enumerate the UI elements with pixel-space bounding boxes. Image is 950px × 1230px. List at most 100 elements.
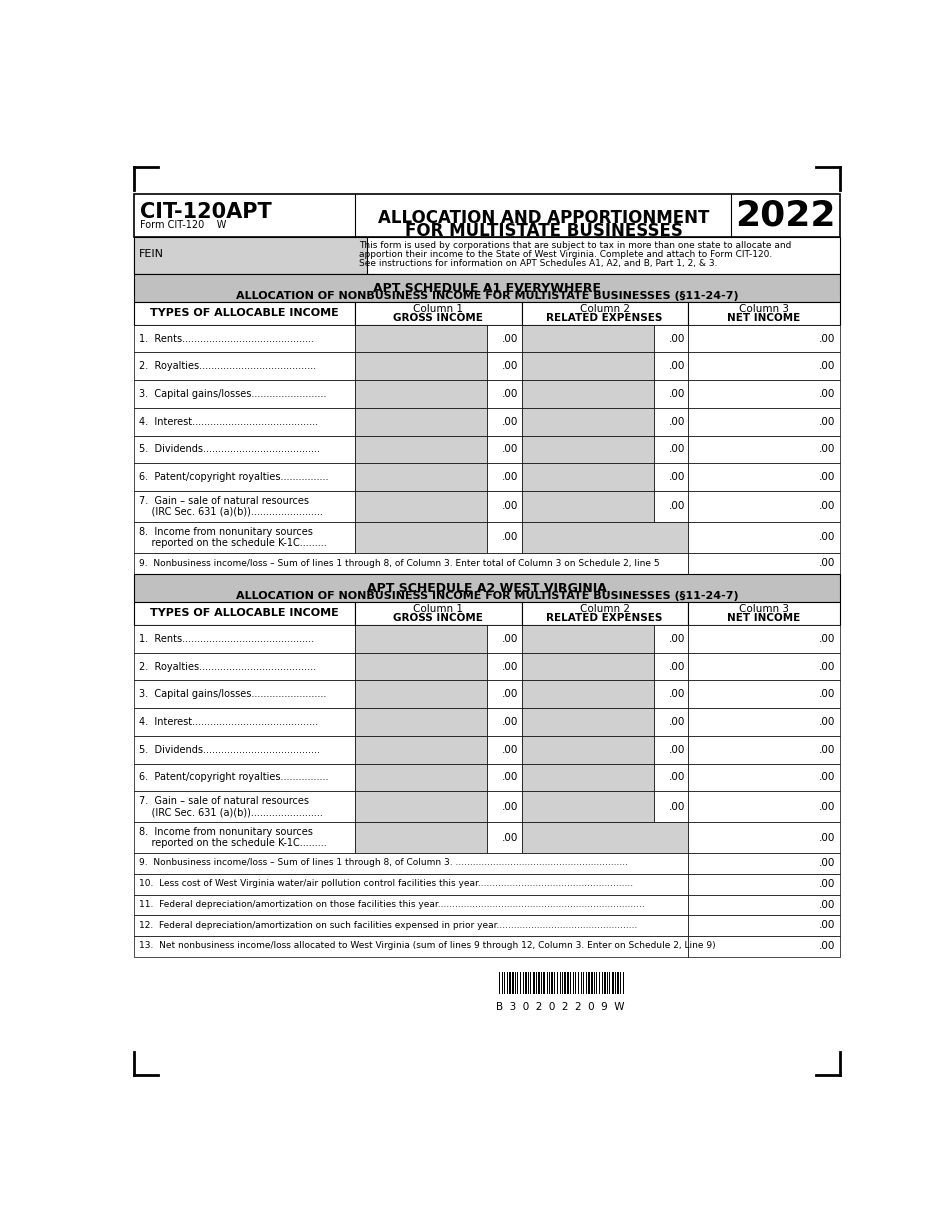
Bar [515, 972, 516, 994]
Text: .00: .00 [503, 772, 519, 782]
Text: .00: .00 [819, 333, 835, 343]
Bar [134, 435, 355, 464]
Text: .00: .00 [669, 744, 685, 755]
Bar [689, 464, 840, 491]
Bar [574, 972, 576, 994]
Text: .00: .00 [669, 444, 685, 454]
Bar [576, 972, 577, 994]
Bar [598, 972, 599, 994]
Text: See instructions for information on APT Schedules A1, A2, and B, Part 1, 2, & 3.: See instructions for information on APT … [359, 260, 717, 268]
Text: .00: .00 [503, 472, 519, 482]
Bar [533, 972, 535, 994]
Text: 1.  Rents............................................: 1. Rents................................… [139, 633, 314, 643]
Bar [134, 274, 840, 301]
Bar [517, 972, 519, 994]
Text: Column 3: Column 3 [738, 604, 788, 614]
Text: 5.  Dividends.......................................: 5. Dividends............................… [139, 744, 320, 755]
Text: 9.  Nonbusiness income/loss – Sum of lines 1 through 8, of Column 3. Enter total: 9. Nonbusiness income/loss – Sum of line… [139, 558, 659, 568]
Text: .00: .00 [819, 389, 835, 399]
Bar [607, 972, 608, 994]
Bar [501, 972, 502, 994]
Bar [355, 380, 486, 408]
Bar [531, 972, 533, 994]
Text: FOR MULTISTATE BUSINESSES: FOR MULTISTATE BUSINESSES [405, 223, 682, 240]
Text: .00: .00 [503, 717, 519, 727]
Bar [524, 972, 527, 994]
Bar [542, 972, 543, 994]
Text: .00: .00 [819, 717, 835, 727]
Bar [522, 972, 523, 994]
Bar [355, 301, 522, 325]
Bar [654, 764, 689, 791]
Text: .00: .00 [503, 333, 519, 343]
Bar [621, 972, 622, 994]
Bar [602, 972, 604, 994]
Bar [689, 625, 840, 653]
Bar [522, 491, 654, 522]
Bar [355, 353, 486, 380]
Bar [355, 736, 486, 764]
Bar [355, 325, 486, 353]
Text: 7.  Gain – sale of natural resources: 7. Gain – sale of natural resources [139, 796, 309, 807]
Bar [134, 464, 355, 491]
Bar [615, 972, 616, 994]
Bar [654, 435, 689, 464]
Bar [578, 972, 580, 994]
Bar [689, 822, 840, 852]
Text: Form CIT-120    W: Form CIT-120 W [141, 220, 227, 230]
Bar [553, 972, 554, 994]
Bar [618, 972, 619, 994]
Bar [134, 522, 355, 552]
Bar [606, 972, 607, 994]
Text: RELATED EXPENSES: RELATED EXPENSES [546, 312, 663, 322]
Bar [522, 822, 689, 852]
Bar [689, 764, 840, 791]
Bar [355, 408, 486, 435]
Text: .00: .00 [503, 689, 519, 700]
Text: .00: .00 [819, 833, 835, 843]
Bar [134, 625, 355, 653]
Text: .00: .00 [503, 633, 519, 643]
Bar [689, 736, 840, 764]
Text: 3.  Capital gains/losses.........................: 3. Capital gains/losses.................… [139, 689, 326, 700]
Bar [522, 791, 654, 822]
Text: reported on the schedule K-1C.........: reported on the schedule K-1C......... [139, 538, 327, 547]
Bar [689, 915, 840, 936]
Bar [588, 972, 590, 994]
Text: .00: .00 [669, 633, 685, 643]
Bar [504, 972, 505, 994]
Text: 11.  Federal depreciation/amortization on those facilities this year............: 11. Federal depreciation/amortization on… [139, 900, 645, 909]
Text: .00: .00 [819, 802, 835, 812]
Bar [522, 601, 689, 625]
Bar [486, 464, 522, 491]
Bar [355, 522, 486, 552]
Bar [522, 736, 654, 764]
Bar [609, 972, 611, 994]
Bar [593, 972, 594, 994]
Bar [567, 972, 569, 994]
Bar [654, 625, 689, 653]
Bar [527, 972, 528, 994]
Bar [654, 380, 689, 408]
Bar [134, 791, 355, 822]
Text: .00: .00 [819, 662, 835, 672]
Text: 5.  Dividends.......................................: 5. Dividends............................… [139, 444, 320, 454]
Bar [134, 325, 355, 353]
Bar [548, 972, 549, 994]
Bar [522, 764, 654, 791]
Text: APT SCHEDULE A1 EVERYWHERE: APT SCHEDULE A1 EVERYWHERE [372, 282, 600, 294]
Bar [505, 972, 507, 994]
Text: 3.  Capital gains/losses.........................: 3. Capital gains/losses.................… [139, 389, 326, 399]
Text: .00: .00 [503, 444, 519, 454]
Text: .00: .00 [819, 533, 835, 542]
Bar [522, 522, 689, 552]
Bar [355, 435, 486, 464]
Bar [654, 708, 689, 736]
Bar [355, 791, 486, 822]
Text: 4.  Interest..........................................: 4. Interest.............................… [139, 417, 318, 427]
Bar [689, 873, 840, 894]
Text: .00: .00 [819, 417, 835, 427]
Bar [134, 680, 355, 708]
Text: 6.  Patent/copyright royalties................: 6. Patent/copyright royalties...........… [139, 772, 329, 782]
Text: 8.  Income from nonunitary sources: 8. Income from nonunitary sources [139, 526, 313, 536]
